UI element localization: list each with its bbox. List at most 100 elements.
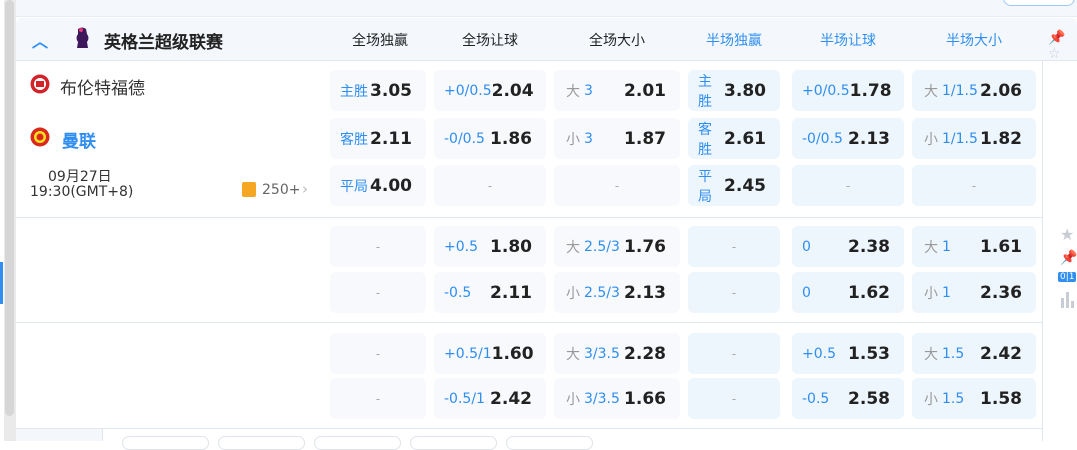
bottom-tab[interactable] <box>314 436 401 450</box>
odds-line: 3/3.5 <box>584 390 620 407</box>
odds-line: +0.5 <box>802 345 836 362</box>
odds-value: 2.13 <box>624 282 666 303</box>
active-indicator <box>0 262 3 304</box>
chevron-right-icon[interactable]: › <box>302 180 308 198</box>
odds-cell[interactable]: 大 3/3.5 2.28 <box>554 333 680 374</box>
odds-type: 大 <box>924 83 938 100</box>
man-utd-logo-icon <box>30 127 50 147</box>
pin-star-icons[interactable]: 📌☆ <box>1048 30 1066 62</box>
odds-cell[interactable]: -0/0.5 1.86 <box>434 118 546 159</box>
odds-value: 2.28 <box>624 343 666 364</box>
star-icon[interactable]: ★ <box>1060 225 1075 244</box>
odds-cell: - <box>330 226 426 267</box>
bottom-tab[interactable] <box>122 436 209 450</box>
empty-odds: - <box>487 178 493 193</box>
empty-odds: - <box>375 239 381 254</box>
odds-value: 2.01 <box>624 80 666 101</box>
odds-cell[interactable]: 0 2.38 <box>792 226 904 267</box>
odds-type: 小 <box>924 391 938 408</box>
brentford-logo-icon <box>30 74 50 94</box>
odds-value: 2.38 <box>848 236 890 257</box>
odds-cell[interactable]: -0.5 2.58 <box>792 378 904 419</box>
odds-cell[interactable]: 小 1 2.36 <box>912 272 1036 313</box>
empty-odds: - <box>971 178 977 193</box>
odds-cell[interactable]: +0.5 1.80 <box>434 226 546 267</box>
odds-line: 3 <box>584 82 593 99</box>
odds-type: 小 <box>924 285 938 302</box>
odds-cell[interactable]: 平局 2.45 <box>688 165 780 206</box>
odds-cell[interactable]: +0/0.5 2.04 <box>434 70 546 111</box>
odds-cell[interactable]: 平局 4.00 <box>330 165 426 206</box>
odds-line: 3/3.5 <box>584 345 620 362</box>
column-header: 全场大小 <box>589 33 645 49</box>
odds-cell[interactable]: 大 1/1.5 2.06 <box>912 70 1036 111</box>
odds-cell[interactable]: +0.5/1 1.60 <box>434 333 546 374</box>
scrollbar-thumb[interactable] <box>5 0 14 416</box>
empty-odds: - <box>614 178 620 193</box>
odds-line: 1 <box>942 284 951 301</box>
pin-icon[interactable]: 📌 <box>1060 250 1077 266</box>
odds-cell[interactable]: 大 1 1.61 <box>912 226 1036 267</box>
score-icon[interactable]: 0|1 <box>1058 272 1077 282</box>
odds-cell[interactable]: -0.5 2.11 <box>434 272 546 313</box>
odds-line: 1/1.5 <box>942 82 978 99</box>
odds-value: 1.76 <box>624 236 666 257</box>
odds-cell[interactable]: +0.5 1.53 <box>792 333 904 374</box>
odds-cell[interactable]: +0/0.5 1.78 <box>792 70 904 111</box>
odds-cell: - <box>912 165 1036 206</box>
column-header: 半场独赢 <box>706 33 762 49</box>
empty-odds: - <box>375 346 381 361</box>
chevron-up-icon[interactable]: ︿ <box>32 32 49 51</box>
bar-chart-icon[interactable] <box>1061 292 1075 308</box>
odds-cell: - <box>688 378 780 419</box>
odds-value: 1.61 <box>980 236 1022 257</box>
odds-line: -0.5/1 <box>444 390 485 407</box>
odds-cell[interactable]: 0 1.62 <box>792 272 904 313</box>
bottom-tab[interactable] <box>506 436 593 450</box>
odds-type: 大 <box>924 346 938 363</box>
odds-value: 3.80 <box>724 80 766 101</box>
odds-cell[interactable]: 大 2.5/3 1.76 <box>554 226 680 267</box>
odds-cell[interactable]: 大 3 2.01 <box>554 70 680 111</box>
more-markets-icon <box>242 182 256 197</box>
odds-cell[interactable]: 客胜 2.11 <box>330 118 426 159</box>
odds-cell[interactable]: 小 1.5 1.58 <box>912 378 1036 419</box>
odds-value: 2.13 <box>848 128 890 149</box>
odds-value: 1.80 <box>490 236 532 257</box>
odds-line: 主胜 <box>698 73 712 110</box>
odds-cell[interactable]: 主胜 3.80 <box>688 70 780 111</box>
odds-cell: - <box>330 272 426 313</box>
odds-cell[interactable]: 主胜 3.05 <box>330 70 426 111</box>
bottom-tab[interactable] <box>410 436 497 450</box>
divider <box>16 428 1043 429</box>
odds-type: 大 <box>566 346 580 363</box>
league-header[interactable] <box>16 18 1077 61</box>
odds-cell[interactable]: 小 1/1.5 1.82 <box>912 118 1036 159</box>
odds-type: 小 <box>566 391 580 408</box>
odds-cell[interactable]: -0/0.5 2.13 <box>792 118 904 159</box>
bottom-tab-area <box>16 429 103 441</box>
odds-value: 1.82 <box>980 128 1022 149</box>
odds-value: 2.61 <box>724 128 766 149</box>
empty-odds: - <box>375 391 381 406</box>
odds-cell[interactable]: 客胜 2.61 <box>688 118 780 159</box>
league-name: 英格兰超级联赛 <box>104 33 223 53</box>
odds-cell[interactable]: 大 1.5 2.42 <box>912 333 1036 374</box>
odds-line: 平局 <box>340 178 368 195</box>
bottom-tab[interactable] <box>218 436 305 450</box>
empty-odds: - <box>375 285 381 300</box>
away-team[interactable]: 曼联 <box>62 132 96 152</box>
top-button[interactable] <box>1003 0 1075 6</box>
odds-value: 1.53 <box>848 343 890 364</box>
home-team[interactable]: 布伦特福德 <box>60 79 145 99</box>
odds-line: -0/0.5 <box>444 130 485 147</box>
odds-line: +0/0.5 <box>444 82 492 99</box>
odds-cell[interactable]: 小 2.5/3 2.13 <box>554 272 680 313</box>
odds-line: -0.5 <box>444 284 472 301</box>
odds-type: 大 <box>566 239 580 256</box>
odds-cell[interactable]: -0.5/1 2.42 <box>434 378 546 419</box>
odds-cell[interactable]: 小 3 1.87 <box>554 118 680 159</box>
odds-cell[interactable]: 小 3/3.5 1.66 <box>554 378 680 419</box>
column-header: 半场让球 <box>820 33 876 49</box>
more-markets-count[interactable]: 250+ <box>262 182 301 198</box>
